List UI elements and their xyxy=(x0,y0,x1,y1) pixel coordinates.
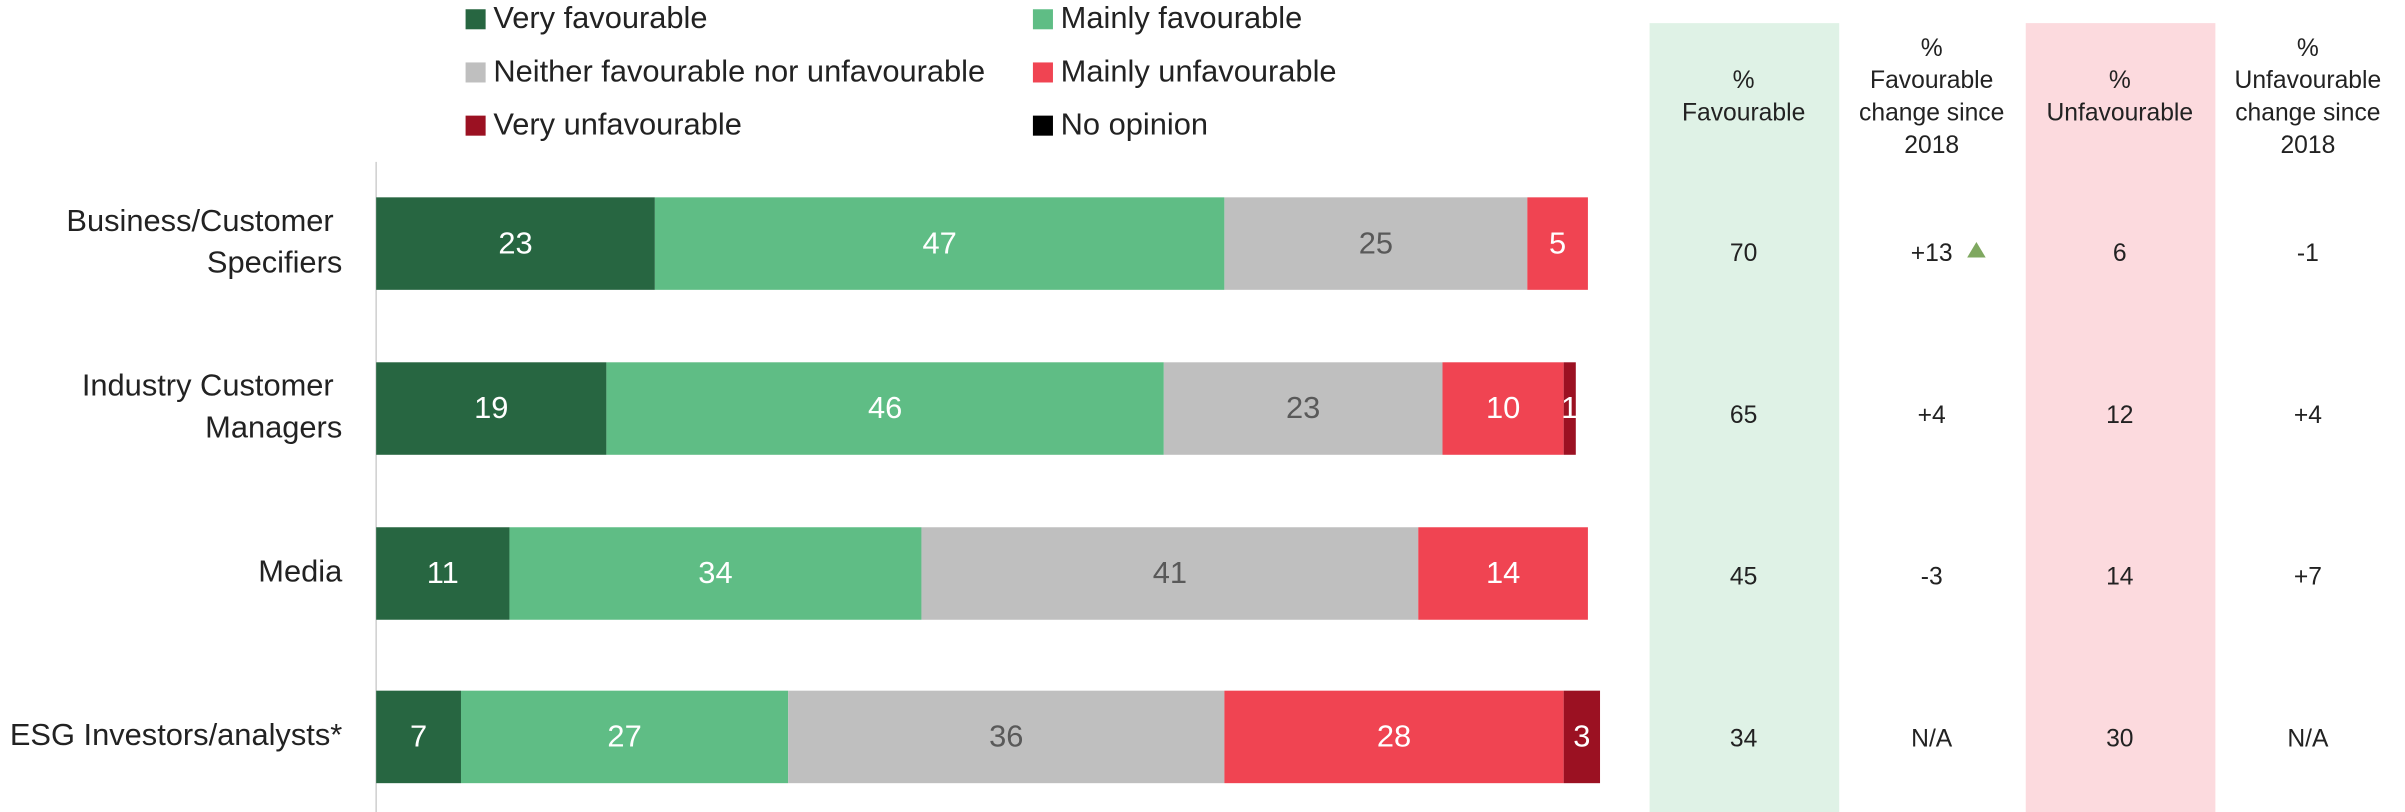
bar-value-label: 27 xyxy=(607,719,641,754)
table-cell: -3 xyxy=(1921,564,1943,591)
bar-value-label: 11 xyxy=(427,555,459,590)
column-header: Unfavourable xyxy=(2235,67,2382,94)
bar-segment xyxy=(509,527,922,620)
legend-swatch xyxy=(465,115,486,136)
table-cell: 14 xyxy=(2106,564,2133,591)
legend-label: Very unfavourable xyxy=(493,107,742,142)
table-cell: 6 xyxy=(2113,240,2127,267)
legend-label: Mainly unfavourable xyxy=(1061,53,1337,88)
category-label: ESG Investors/analysts* xyxy=(10,717,342,752)
bar-value-label: 23 xyxy=(498,225,532,260)
column-header: % xyxy=(2297,35,2319,62)
bar-value-label: 5 xyxy=(1549,225,1566,260)
table-cell: 45 xyxy=(1730,564,1757,591)
legend-label: Mainly favourable xyxy=(1061,0,1303,35)
bar-value-label: 7 xyxy=(410,719,427,754)
table-cell: +7 xyxy=(2294,564,2322,591)
table-cell: 70 xyxy=(1730,240,1757,267)
column-header: change since xyxy=(2235,100,2380,127)
legend-swatch xyxy=(465,9,486,30)
bar-segment xyxy=(1563,690,1601,784)
bar-segment xyxy=(1563,362,1576,455)
column-header: % xyxy=(1733,67,1755,94)
legend-label: Neither favourable nor unfavourable xyxy=(493,53,985,88)
column-header: % xyxy=(1921,35,1943,62)
bar-value-label: 34 xyxy=(698,555,732,590)
table-cell: 12 xyxy=(2106,402,2133,429)
bar-segment xyxy=(1163,362,1443,455)
legend-swatch xyxy=(1032,115,1053,136)
legend-swatch xyxy=(465,62,486,83)
column-header: Unfavourable xyxy=(2046,100,2193,127)
bar-value-label: 23 xyxy=(1286,390,1320,425)
column-header: change since xyxy=(1859,100,2004,127)
category-label: Industry Customer Managers xyxy=(82,368,342,445)
table-cell: +13 xyxy=(1911,240,1953,267)
table-cell: +4 xyxy=(1918,402,1946,429)
table-cell: N/A xyxy=(1911,726,1953,753)
bar-segment xyxy=(1224,197,1528,290)
unfavourable-panel xyxy=(2025,23,2216,812)
bar-value-label: 10 xyxy=(1486,390,1520,425)
legend-swatch xyxy=(1032,62,1053,83)
bar-segment xyxy=(921,527,1419,620)
bar-value-label: 46 xyxy=(868,390,902,425)
column-header: 2018 xyxy=(1904,132,1959,159)
bar-segment xyxy=(654,197,1225,290)
table-cell: 34 xyxy=(1730,726,1757,753)
table-cell: N/A xyxy=(2287,726,2329,753)
bar-segment xyxy=(606,362,1164,455)
table-cell: -1 xyxy=(2297,240,2319,267)
bar-segment xyxy=(788,690,1225,784)
bar-segment xyxy=(376,690,461,784)
bar-segment xyxy=(1418,527,1588,620)
category-label: Media xyxy=(258,554,343,589)
bar-segment xyxy=(1442,362,1564,455)
bar-segment xyxy=(376,197,655,290)
table-cell: 30 xyxy=(2106,726,2133,753)
column-header: % xyxy=(2109,67,2131,94)
column-header: Favourable xyxy=(1870,67,1993,94)
bar-value-label: 1 xyxy=(1561,390,1578,425)
column-header: Favourable xyxy=(1682,100,1805,127)
bar-value-label: 19 xyxy=(474,390,508,425)
bar-segment xyxy=(376,527,510,620)
bar-value-label: 36 xyxy=(989,719,1023,754)
legend-label: Very favourable xyxy=(493,0,707,35)
bar-value-label: 14 xyxy=(1486,555,1520,590)
table-cell: +4 xyxy=(2294,402,2322,429)
category-label: Business/Customer Specifiers xyxy=(66,203,342,280)
bar-value-label: 28 xyxy=(1377,719,1411,754)
legend-label: No opinion xyxy=(1061,107,1208,142)
legend-swatch xyxy=(1032,9,1053,30)
bar-value-label: 25 xyxy=(1359,225,1393,260)
favourable-panel xyxy=(1649,23,1840,812)
bar-segment xyxy=(460,690,789,784)
bar-value-label: 41 xyxy=(1153,555,1187,590)
bar-value-label: 3 xyxy=(1573,719,1590,754)
increase-indicator xyxy=(1967,242,1986,258)
table-cell: 65 xyxy=(1730,402,1757,429)
bar-value-label: 47 xyxy=(922,225,956,260)
bar-segment xyxy=(376,362,607,455)
column-header: 2018 xyxy=(2280,132,2335,159)
bar-segment xyxy=(1224,690,1564,784)
bar-segment xyxy=(1527,197,1588,290)
